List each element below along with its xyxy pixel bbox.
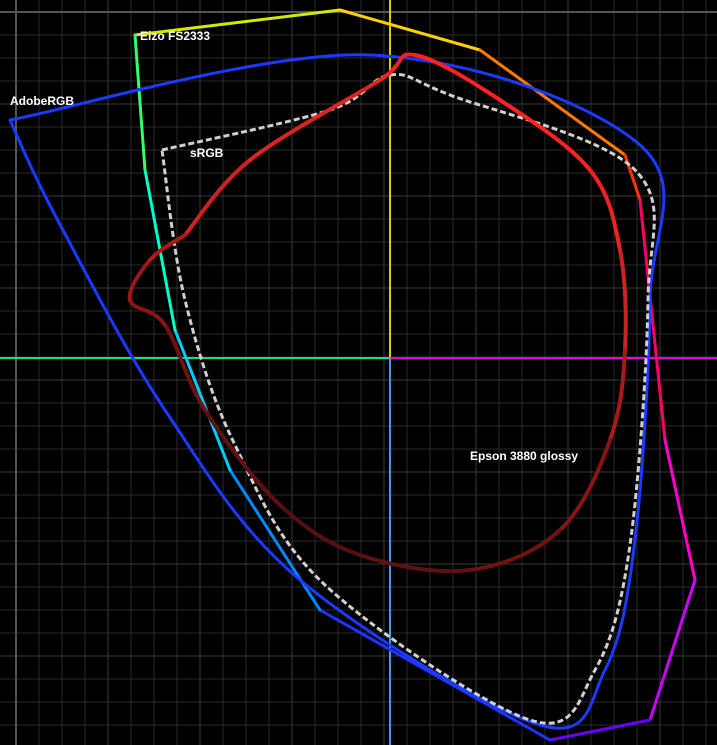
eizo-label: Eizo FS2333 [140,29,210,43]
gamut-chart: Eizo FS2333 AdobeRGB sRGB Epson 3880 glossy [0,0,717,745]
srgb-label: sRGB [190,146,224,160]
adobe-label: AdobeRGB [10,94,74,108]
epson-label: Epson 3880 glossy [470,449,578,463]
